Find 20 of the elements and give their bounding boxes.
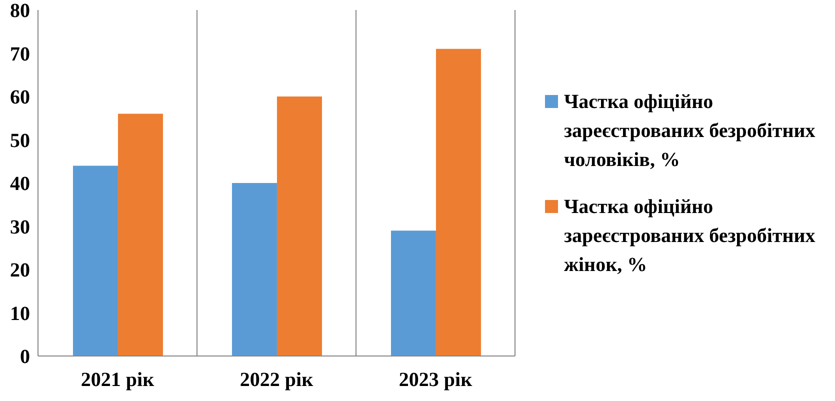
y-tick-label: 0 xyxy=(20,346,30,368)
bar xyxy=(72,166,118,356)
y-tick-label: 70 xyxy=(10,43,30,66)
x-tick-label: 2022 рік xyxy=(240,369,314,392)
x-tick-label: 2021 рік xyxy=(80,369,155,392)
legend-label: Частка офіційно зареєстрованих безробітних чоловіків, % xyxy=(564,90,816,173)
y-tick-label: 10 xyxy=(10,302,30,325)
legend-label: Частка офіційно зареєстрованих безробітних жінок, % xyxy=(564,195,816,278)
y-tick-label: 60 xyxy=(10,86,30,109)
x-tick-label: 2023 рік xyxy=(398,369,473,392)
bar xyxy=(276,96,322,356)
y-tick-label: 20 xyxy=(10,260,30,282)
bar xyxy=(118,114,163,356)
y-tick-label: 40 xyxy=(10,173,30,196)
y-tick-label: 30 xyxy=(10,216,30,238)
bar xyxy=(390,230,436,356)
bar xyxy=(232,183,277,356)
y-tick-label: 50 xyxy=(10,130,30,152)
y-tick-label: 80 xyxy=(10,0,30,22)
bar xyxy=(436,48,481,356)
